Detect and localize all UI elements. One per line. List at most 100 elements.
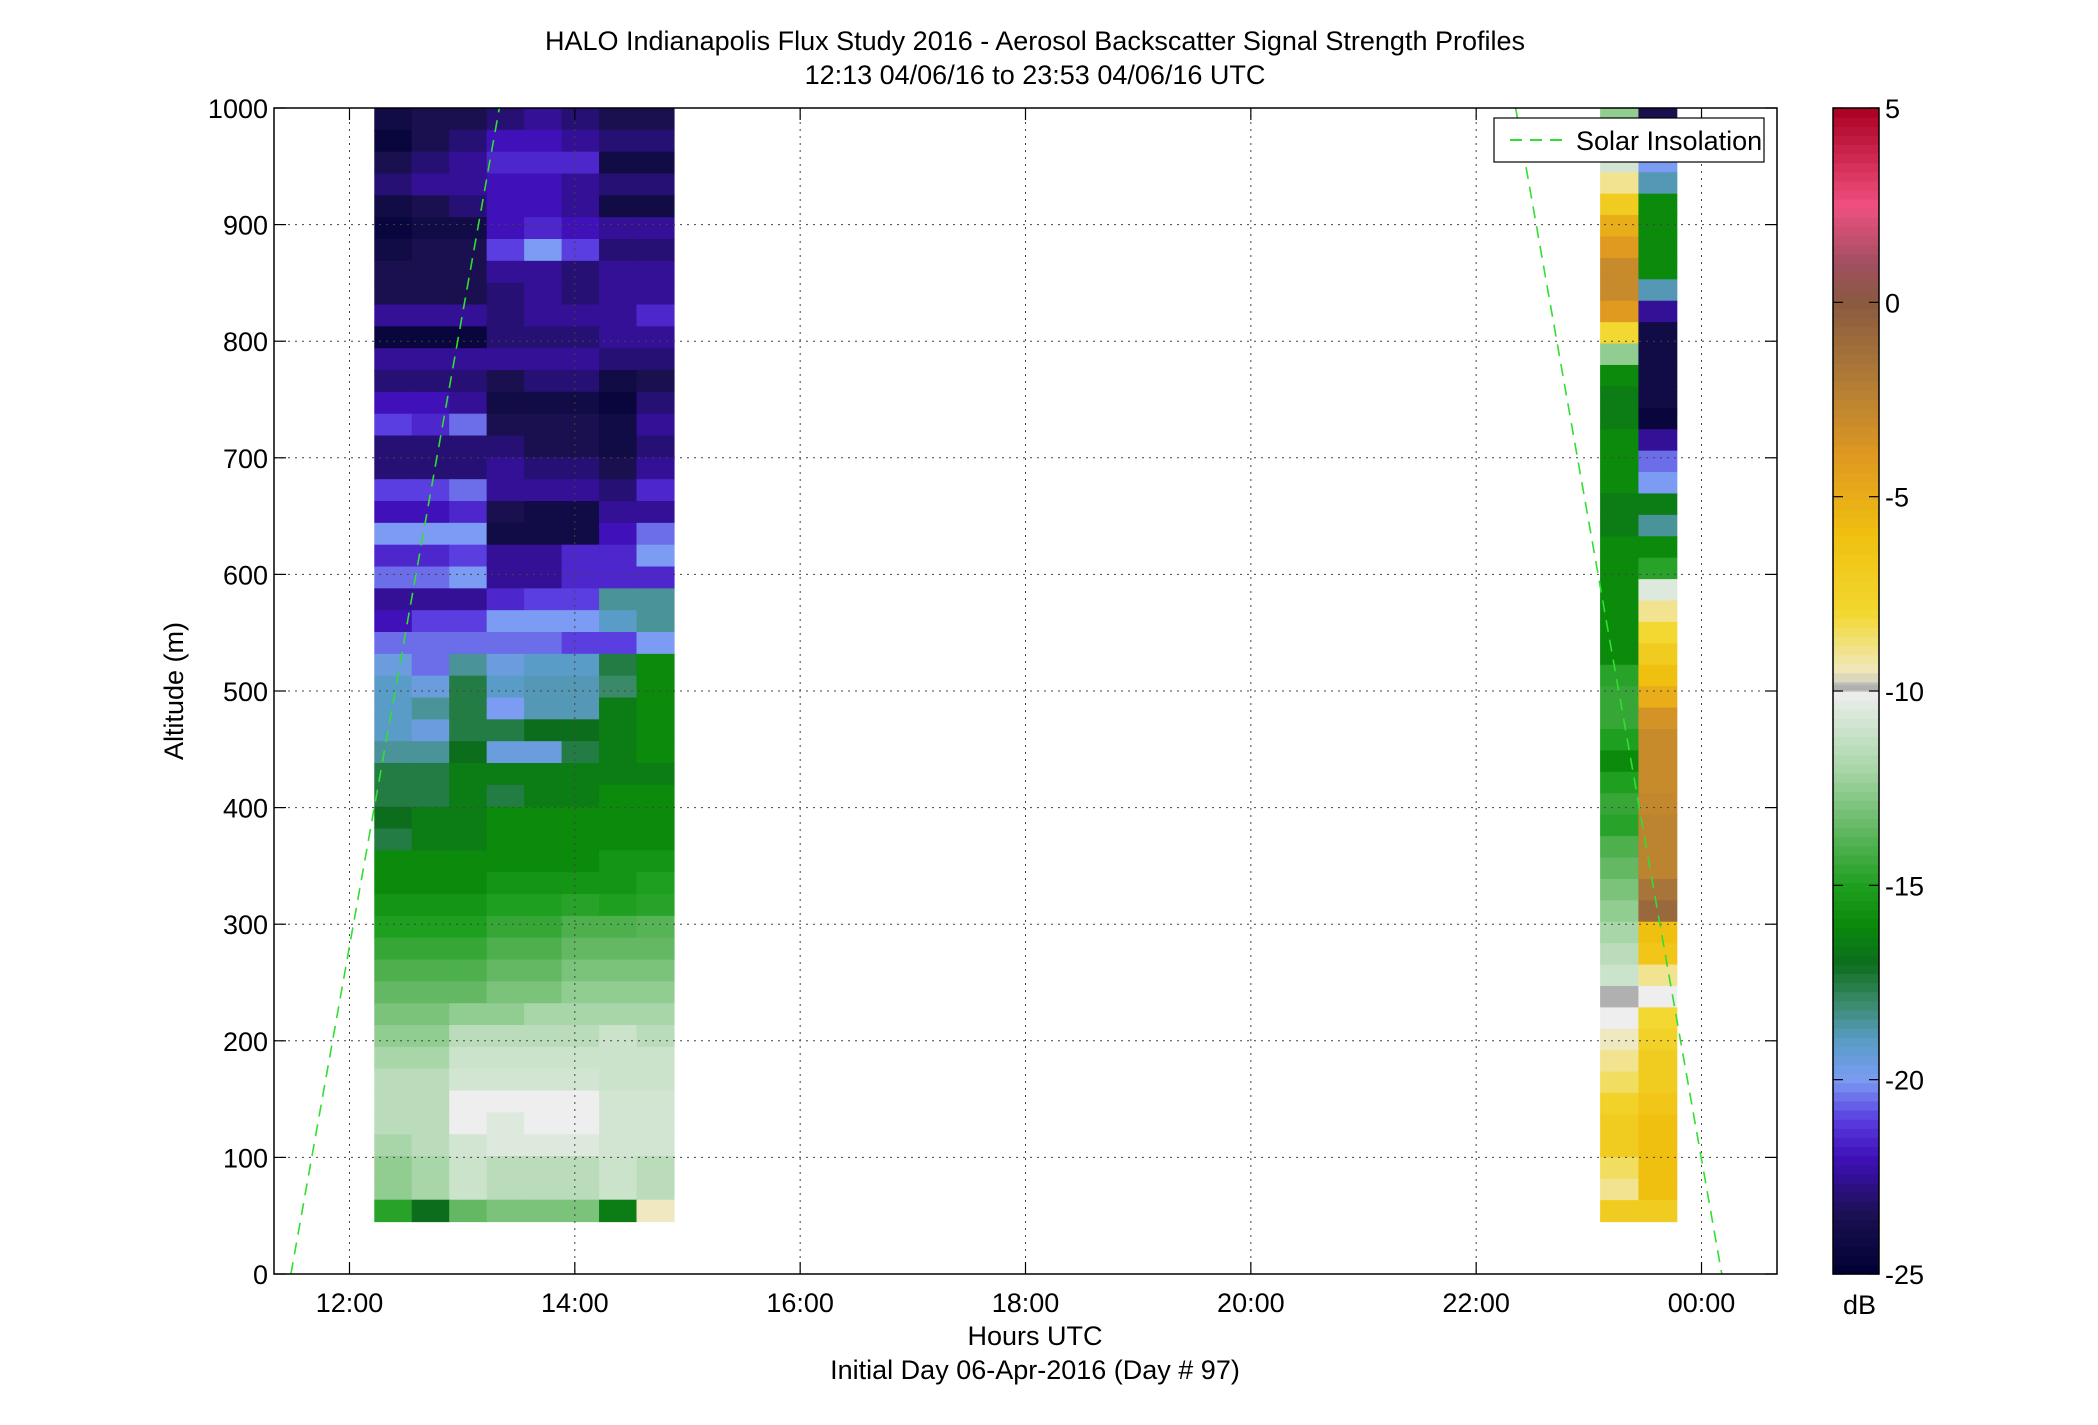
colorbar-cell [1833,763,1879,774]
heatmap-cell [449,260,488,284]
heatmap-cell [636,108,675,131]
heatmap-cell [636,391,675,415]
heatmap-cell [486,741,525,764]
heatmap-cell [561,1003,600,1026]
heatmap-cell [449,195,488,218]
heatmap-cell [374,981,413,1004]
heatmap-cell [411,260,450,284]
heatmap-cell [561,1134,600,1157]
heatmap-cell [1638,686,1678,709]
colorbar-cell [1833,864,1879,874]
solar-insolation-line [290,108,1723,1274]
heatmap-cell [486,1134,525,1157]
heatmap-cell [1600,686,1640,709]
heatmap-cell [449,326,488,349]
heatmap-cell [524,850,563,873]
heatmap-cell [599,610,638,633]
heatmap-cell [1600,1200,1640,1223]
legend: Solar Insolation [1493,117,1765,163]
heatmap-cell [1638,1071,1678,1094]
colorbar-cell [1833,1009,1879,1020]
heatmap-cell [374,217,413,240]
colorbar-cell [1833,517,1879,528]
heatmap-cell [449,239,488,262]
y-tick-label: 700 [223,444,268,474]
y-axis-label: Altitude (m) [159,622,189,760]
heatmap-cell [599,763,638,786]
heatmap-cell [636,1199,675,1223]
heatmap-cell [411,457,450,480]
heatmap-cell [524,828,563,851]
heatmap-cell [411,632,450,655]
colorbar-cell [1833,946,1879,956]
heatmap-cell [411,195,450,218]
heatmap-cell [636,1003,675,1026]
y-tick-label: 1000 [208,94,268,124]
heatmap-cell [449,413,488,437]
colorbar-cell [1833,1073,1879,1084]
colorbar-cell [1833,226,1879,237]
heatmap-cell [524,806,563,830]
heatmap-cell [486,1090,525,1113]
heatmap-cell [1600,172,1640,195]
heatmap-cell [636,1090,675,1113]
heatmap-cell [636,522,675,546]
heatmap-cell [486,413,525,437]
colorbar-cell [1833,772,1879,783]
colorbar-cell [1833,344,1879,355]
heatmap-cell [1638,1114,1678,1137]
heatmap-cell [561,173,600,196]
heatmap-cell [599,413,638,437]
heatmap-cell [449,959,488,982]
colorbar-cell [1833,709,1879,719]
heatmap-cell [411,1112,450,1135]
colorbar-cell [1833,189,1879,200]
heatmap-cell [1638,1093,1678,1116]
heatmap-cell [524,1134,563,1157]
heatmap-cell [599,501,638,524]
heatmap-cell [524,501,563,524]
colorbar-cell [1833,271,1879,282]
heatmap-cell [636,195,675,218]
heatmap-cell [486,915,525,939]
heatmap-cell [561,239,600,262]
colorbar-cell [1833,1110,1879,1120]
x-tick-label: 14:00 [541,1288,609,1318]
colorbar-cell [1833,1037,1879,1047]
heatmap-cell [411,173,450,196]
colorbar-tick-label: 5 [1885,94,1900,124]
heatmap-cell [561,391,600,415]
heatmap-cell [486,348,525,371]
colorbar-cell [1833,700,1879,710]
x-axis-sublabel: Initial Day 06-Apr-2016 (Day # 97) [830,1355,1240,1385]
colorbar-cell [1833,426,1879,437]
heatmap-cell [636,1025,675,1048]
heatmap-cell [1600,429,1640,452]
heatmap-cell [449,1199,488,1223]
heatmap-cell [486,522,525,546]
heatmap-cell [636,959,675,982]
heatmap-cell [411,479,450,502]
colorbar-cell [1833,417,1879,428]
heatmap-cell [374,1046,413,1070]
heatmap-cell [1638,514,1678,537]
heatmap-cell [411,1046,450,1070]
heatmap-cell [561,1177,600,1201]
heatmap-cell [486,894,525,917]
heatmap-cell [524,1112,563,1135]
heatmap-cell [411,217,450,240]
heatmap-cell [1600,407,1640,430]
heatmap-cell [486,457,525,480]
heatmap-cell [1638,279,1678,302]
heatmap-cell [449,304,488,327]
colorbar-tick-label: -25 [1885,1260,1924,1290]
colorbar-cell [1833,290,1879,300]
heatmap-cell [411,151,450,175]
heatmap-cell [561,959,600,982]
colorbar-tick-label: -20 [1885,1066,1924,1096]
heatmap-cell [561,828,600,851]
heatmap-cell [636,915,675,939]
heatmap-cell [599,784,638,808]
heatmap-cell [561,872,600,895]
heatmap-cell [599,850,638,873]
